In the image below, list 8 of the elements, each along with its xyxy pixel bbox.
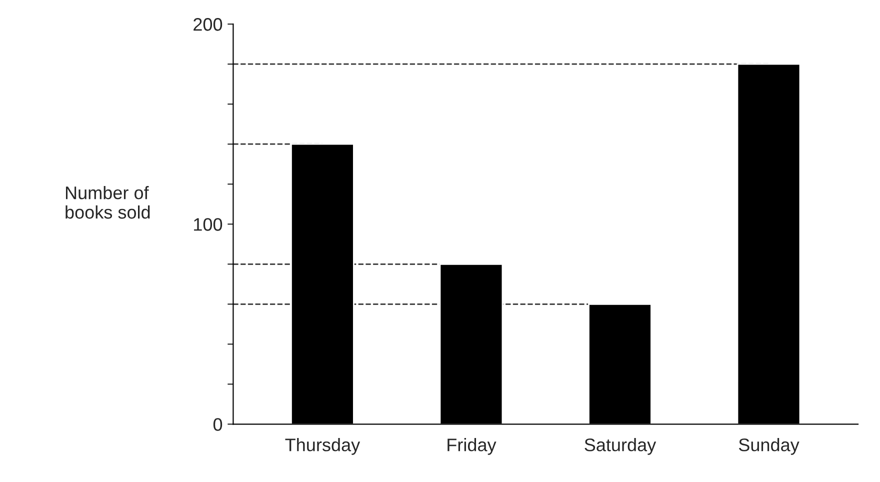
x-tick-label: Saturday <box>584 438 656 455</box>
y-tick-label: 200 <box>194 18 222 31</box>
y-tick-label: 0 <box>213 418 222 431</box>
x-tick-label: Friday <box>448 438 496 455</box>
x-tick-label: Thursday <box>285 438 360 455</box>
y-tick-label: 100 <box>194 218 222 231</box>
x-tick-label: Sunday <box>738 438 800 455</box>
y-axis-title: Number of books sold <box>66 186 150 219</box>
